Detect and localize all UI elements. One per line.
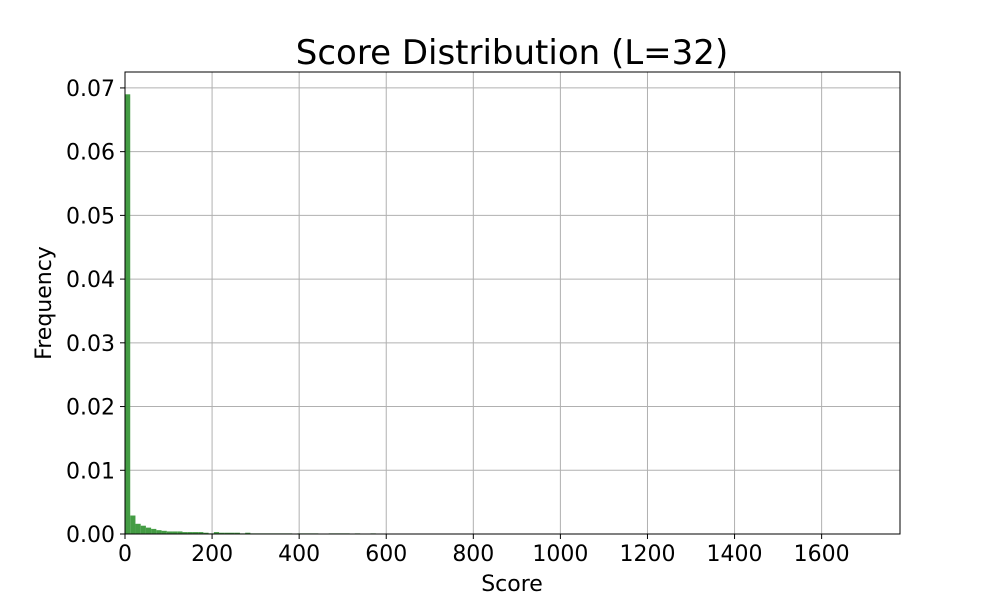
chart-title: Score Distribution (L=32) [296, 33, 728, 73]
histogram-bar [130, 515, 136, 534]
histogram-bar [135, 523, 141, 534]
histogram-bar [224, 532, 230, 534]
histogram-bar [192, 532, 199, 534]
x-tick-label: 800 [452, 542, 494, 567]
x-tick-label: 1400 [707, 542, 763, 567]
histogram-bar [172, 531, 178, 534]
y-tick-label: 0.01 [66, 459, 115, 484]
x-tick-label: 1000 [532, 542, 588, 567]
plot-background [125, 72, 900, 534]
histogram-bar [140, 525, 146, 534]
histogram-bar [151, 528, 157, 534]
x-tick-label: 200 [191, 542, 233, 567]
histogram-bar [219, 532, 225, 534]
x-tick-label: 0 [118, 542, 132, 567]
histogram-bar [229, 532, 235, 534]
x-tick-label: 400 [278, 542, 320, 567]
histogram-bar [234, 532, 240, 534]
plot-area [124, 71, 901, 535]
x-tick-label: 1600 [794, 542, 850, 567]
histogram-bar [161, 530, 167, 534]
histogram-bar [177, 531, 183, 534]
x-tick-label: 600 [365, 542, 407, 567]
y-tick-label: 0.03 [66, 332, 115, 357]
histogram-bar [198, 532, 204, 534]
y-tick-label: 0.06 [66, 141, 115, 166]
histogram-bar [156, 530, 162, 534]
histogram-bar [245, 532, 251, 534]
histogram-bar [187, 532, 193, 534]
y-tick-label: 0.05 [66, 204, 115, 229]
y-tick-label: 0.00 [66, 523, 115, 548]
x-axis-ticks: 0 200 400 600 800 1000 1200 1400 1600 [118, 534, 850, 567]
plot-frame [124, 71, 901, 535]
y-tick-label: 0.07 [66, 77, 115, 102]
y-tick-label: 0.04 [66, 268, 115, 293]
histogram-bar [203, 532, 209, 534]
histogram-bar [182, 532, 188, 534]
y-axis-label: Frequency [32, 246, 57, 360]
histogram-bar [125, 94, 131, 534]
x-tick-label: 1200 [619, 542, 675, 567]
histogram-bars [125, 94, 376, 534]
histogram-bar [166, 531, 173, 534]
y-tick-label: 0.02 [66, 396, 115, 421]
y-axis-ticks: 0.00 0.01 0.02 0.03 0.04 0.05 0.06 0.07 [66, 77, 125, 548]
x-axis-label: Score [481, 572, 543, 597]
histogram-bar [145, 527, 152, 534]
histogram-bar [213, 532, 220, 534]
